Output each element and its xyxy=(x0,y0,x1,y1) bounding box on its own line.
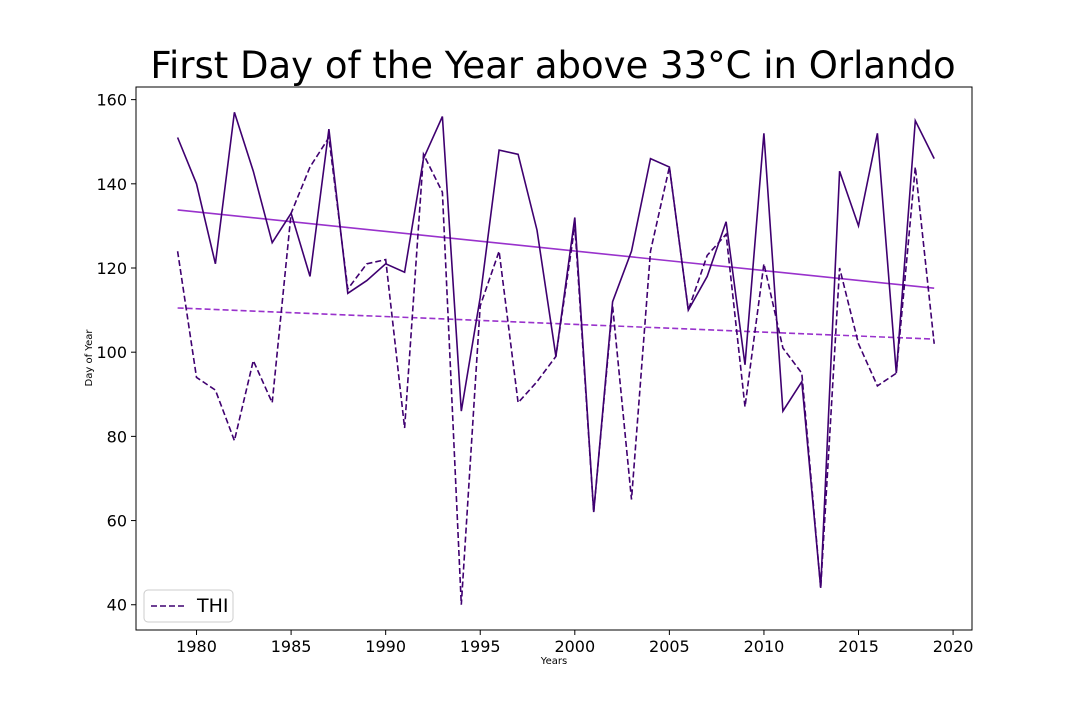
series-line-solid xyxy=(176,112,935,588)
y-tick-label: 100 xyxy=(96,343,127,362)
x-tick-label: 2005 xyxy=(649,637,690,656)
chart-title: First Day of the Year above 33°C in Orla… xyxy=(150,44,956,87)
x-tick-label: 1985 xyxy=(271,637,312,656)
y-tick-label: 80 xyxy=(107,427,127,446)
trendline-dashed xyxy=(177,307,935,340)
x-tick-label: 2020 xyxy=(933,637,974,656)
trendline-solid xyxy=(177,209,935,290)
x-tick-label: 1990 xyxy=(365,637,406,656)
legend: THI xyxy=(143,589,234,623)
y-tick-label: 160 xyxy=(96,91,127,110)
x-tick-label: 1980 xyxy=(176,637,217,656)
legend-box xyxy=(143,589,234,623)
x-tick-label: 2000 xyxy=(554,637,595,656)
series-line-thi xyxy=(176,135,935,605)
x-tick-label: 1995 xyxy=(460,637,501,656)
y-tick-label: 120 xyxy=(96,259,127,278)
x-tick-label: 2015 xyxy=(838,637,879,656)
plot-content xyxy=(176,112,935,605)
y-tick-label: 40 xyxy=(107,596,127,615)
legend-label-thi: THI xyxy=(196,595,229,617)
x-axis-label: Years xyxy=(540,656,567,667)
y-axis-label: Day of Year xyxy=(84,329,95,387)
x-tick-label: 2010 xyxy=(744,637,785,656)
y-axis: 40 60 80 100 120 140 160 xyxy=(96,91,136,615)
y-tick-label: 60 xyxy=(107,512,127,531)
plot-frame xyxy=(135,86,973,631)
x-axis: 1980 1985 1990 1995 2000 2005 2010 2015 2020 xyxy=(176,630,973,656)
y-tick-label: 140 xyxy=(96,175,127,194)
